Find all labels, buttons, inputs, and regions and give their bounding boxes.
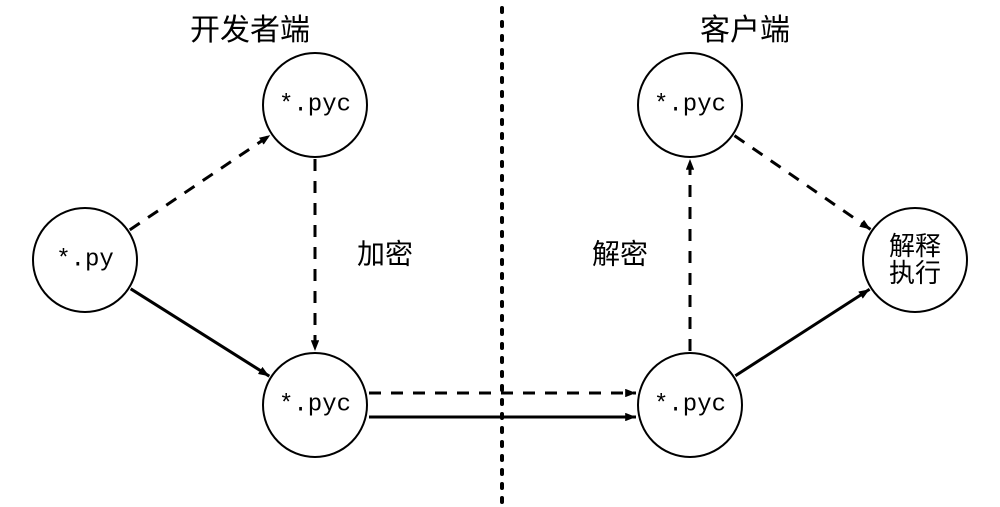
node-label-n1: *.py: [56, 247, 114, 274]
flowchart-canvas: 开发者端 客户端加密 解密 *.py *.pyc *.pyc *.pyc *.pyc 解释执行: [0, 0, 1000, 507]
node-n2: *.pyc: [263, 53, 367, 157]
node-label-n6-line1: 执行: [889, 259, 941, 288]
edge-n1-n3: [131, 289, 270, 376]
edge-n5-n6-dashed: [734, 136, 870, 230]
node-n4: *.pyc: [638, 353, 742, 457]
region-label-dev: 开发者端: [190, 14, 310, 47]
node-label-n5: *.pyc: [654, 92, 726, 119]
edge-label-n4-n5: 解密: [592, 239, 648, 271]
node-n5: *.pyc: [638, 53, 742, 157]
edge-n4-n6: [735, 289, 869, 375]
node-label-n4: *.pyc: [654, 392, 726, 419]
node-n6: 解释执行: [863, 208, 967, 312]
node-label-n3: *.pyc: [279, 392, 351, 419]
node-n3: *.pyc: [263, 353, 367, 457]
edge-n1-n2-dashed: [130, 135, 270, 230]
node-n1: *.py: [33, 208, 137, 312]
edge-label-n2-n3: 加密: [357, 239, 413, 271]
node-label-n6-line0: 解释: [889, 232, 941, 261]
region-label-client: 客户端: [700, 14, 790, 47]
node-label-n2: *.pyc: [279, 92, 351, 119]
